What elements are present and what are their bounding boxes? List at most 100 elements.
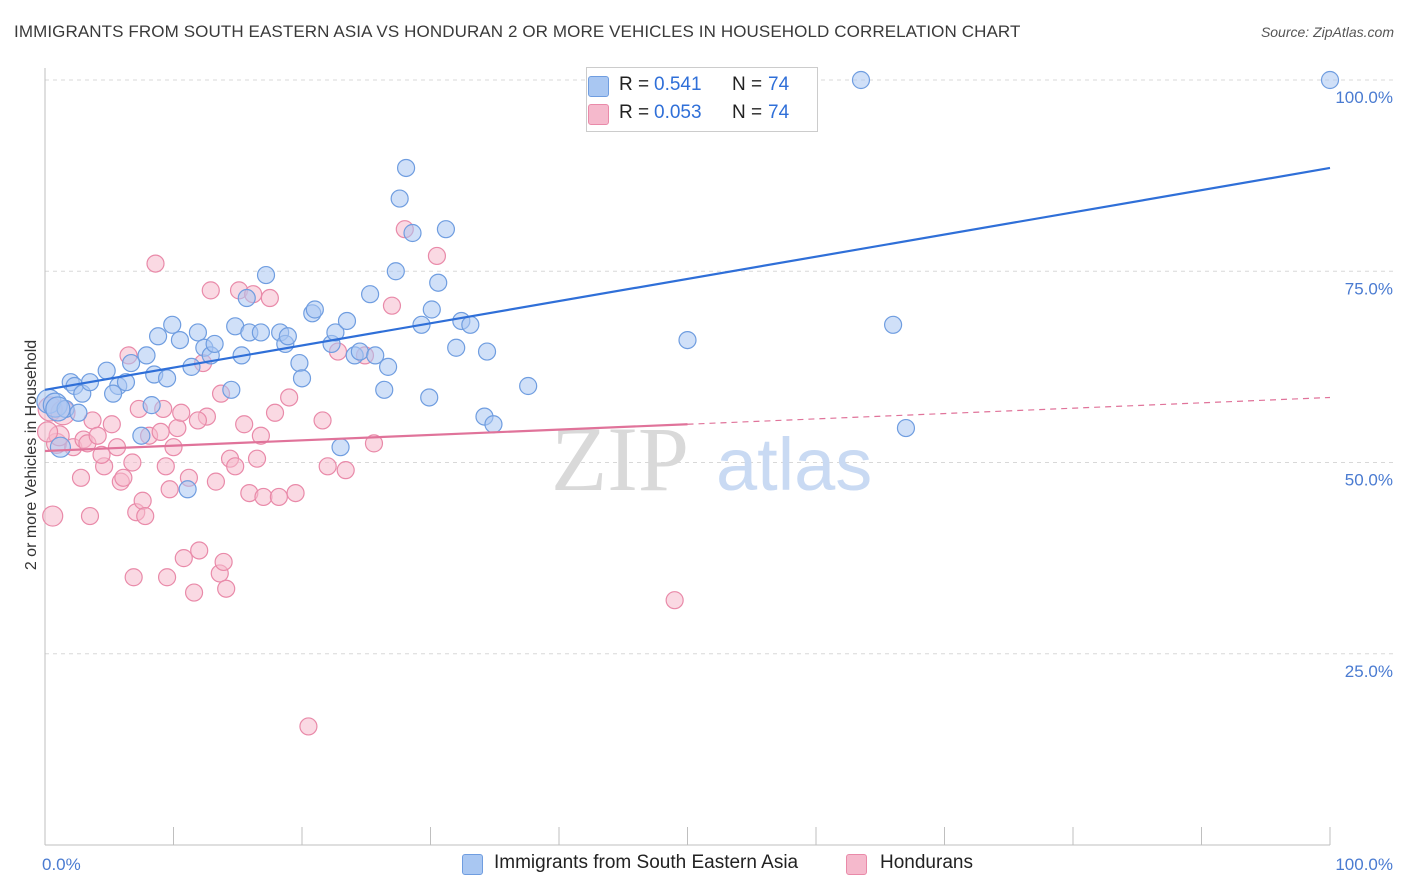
hondurans-point [665,591,684,610]
hondurans-point [188,411,208,430]
gridlines [45,79,1395,655]
south-eastern-asia-point [350,342,369,361]
south-eastern-asia-point [477,342,497,361]
series-legend: Immigrants from South Eastern Asia Hondu… [0,851,1406,879]
chart-title: IMMIGRANTS FROM SOUTH EASTERN ASIA VS HO… [14,22,1021,41]
legend-swatch-pink [588,104,609,125]
south-eastern-asia-point [148,327,168,346]
south-eastern-asia-point [422,300,441,319]
trend-line-hondurans [44,423,688,453]
y-tick-label: 50.0% [1345,471,1393,490]
hondurans-point [364,434,384,453]
south-eastern-asia-point [386,262,405,281]
hondurans-point [174,549,193,568]
south-eastern-asia-point [278,327,297,346]
series-label-blue: Immigrants from South Eastern Asia [494,852,799,873]
south-eastern-asia-point [49,436,72,458]
south-eastern-asia-point [178,480,197,499]
south-eastern-asia-point [361,285,380,304]
hondurans-point [269,487,288,507]
south-eastern-asia-point [137,346,156,365]
hondurans-point [114,468,133,487]
hondurans-point [102,415,121,434]
watermark-zip: ZIP [551,408,689,510]
legend-row-blue: R = 0.541 N = 74 [587,72,817,100]
hondurans-point [160,480,179,499]
hondurans-point [124,568,143,587]
south-eastern-asia-point [237,288,256,308]
legend-r-value: 0.541 [654,74,702,95]
south-eastern-asia-point [883,315,903,334]
south-eastern-asia-point [390,189,409,208]
legend-r-label: R = [619,102,650,123]
hondurans-point [146,254,165,273]
hondurans-point [318,457,337,476]
south-eastern-asia-point [121,353,141,373]
legend-swatch-blue [588,76,609,97]
south-eastern-asia-point [205,334,224,354]
hondurans-point [71,468,91,487]
hondurans-point [80,506,100,526]
hondurans-point [247,449,267,468]
hondurans-point [251,426,270,445]
south-eastern-asia-point [447,338,466,357]
south-eastern-asia-point [182,357,201,376]
legend-n-label: N = [732,102,763,123]
hondurans-point [184,583,204,602]
south-eastern-asia-point [519,376,538,396]
hondurans-point [92,445,111,464]
y-tick-label: 25.0% [1345,662,1393,681]
hondurans-point [36,421,59,443]
hondurans-point [201,281,220,300]
hondurans-point [286,484,305,503]
hondurans-point [217,579,236,598]
south-eastern-asia-point [851,70,871,90]
south-eastern-asia-point [256,265,276,285]
legend-r-label: R = [619,74,650,95]
hondurans-point [206,472,226,491]
y-axis-label: 2 or more Vehicles in Household [23,340,40,570]
legend-n-label: N = [732,74,763,95]
hondurans-point [190,541,209,560]
watermark-atlas: atlas [716,423,872,506]
south-eastern-asia-point [331,438,350,457]
south-eastern-asia-point [222,380,241,399]
hondurans-point [164,438,183,457]
legend-row-pink: R = 0.053 N = 74 [587,100,817,128]
south-eastern-asia-point [403,223,422,243]
south-eastern-asia-point [420,388,439,407]
hondurans-point [299,717,318,736]
hondurans-point [382,296,402,315]
y-tick-label: 75.0% [1345,279,1393,298]
hondurans-point [136,506,155,526]
hondurans-point [88,426,107,445]
south-eastern-asia-point [484,415,503,434]
hondurans-point [156,457,175,476]
chart-source: Source: ZipAtlas.com [1260,24,1394,40]
south-eastern-asia-point [326,323,345,342]
south-eastern-asia-point [1320,70,1340,90]
legend-n-value: 74 [768,102,790,123]
south-eastern-asia-point [337,311,357,331]
south-eastern-asia-point [378,357,398,376]
trend-line-south-eastern-asia [44,166,1331,391]
south-eastern-asia-point [163,315,182,334]
south-eastern-asia-point [436,220,456,239]
south-eastern-asia-point [896,418,916,438]
south-eastern-asia-point [292,369,312,388]
south-eastern-asia-point [396,158,416,178]
hondurans-point [157,568,177,587]
y-tick-label: 100.0% [1335,88,1393,107]
hondurans-point [151,422,170,441]
hondurans-point [226,457,245,476]
south-eastern-asia-point [104,384,123,403]
hondurans-point [123,453,142,472]
hondurans-point [168,418,187,438]
legend-n-value: 74 [768,74,790,95]
south-eastern-asia-point [429,273,448,292]
trend-line-hondurans-extension [687,396,1331,425]
legend-r-value: 0.053 [654,102,702,123]
trend-lines [44,166,1331,453]
x-tick-label: 100.0% [1335,855,1393,874]
